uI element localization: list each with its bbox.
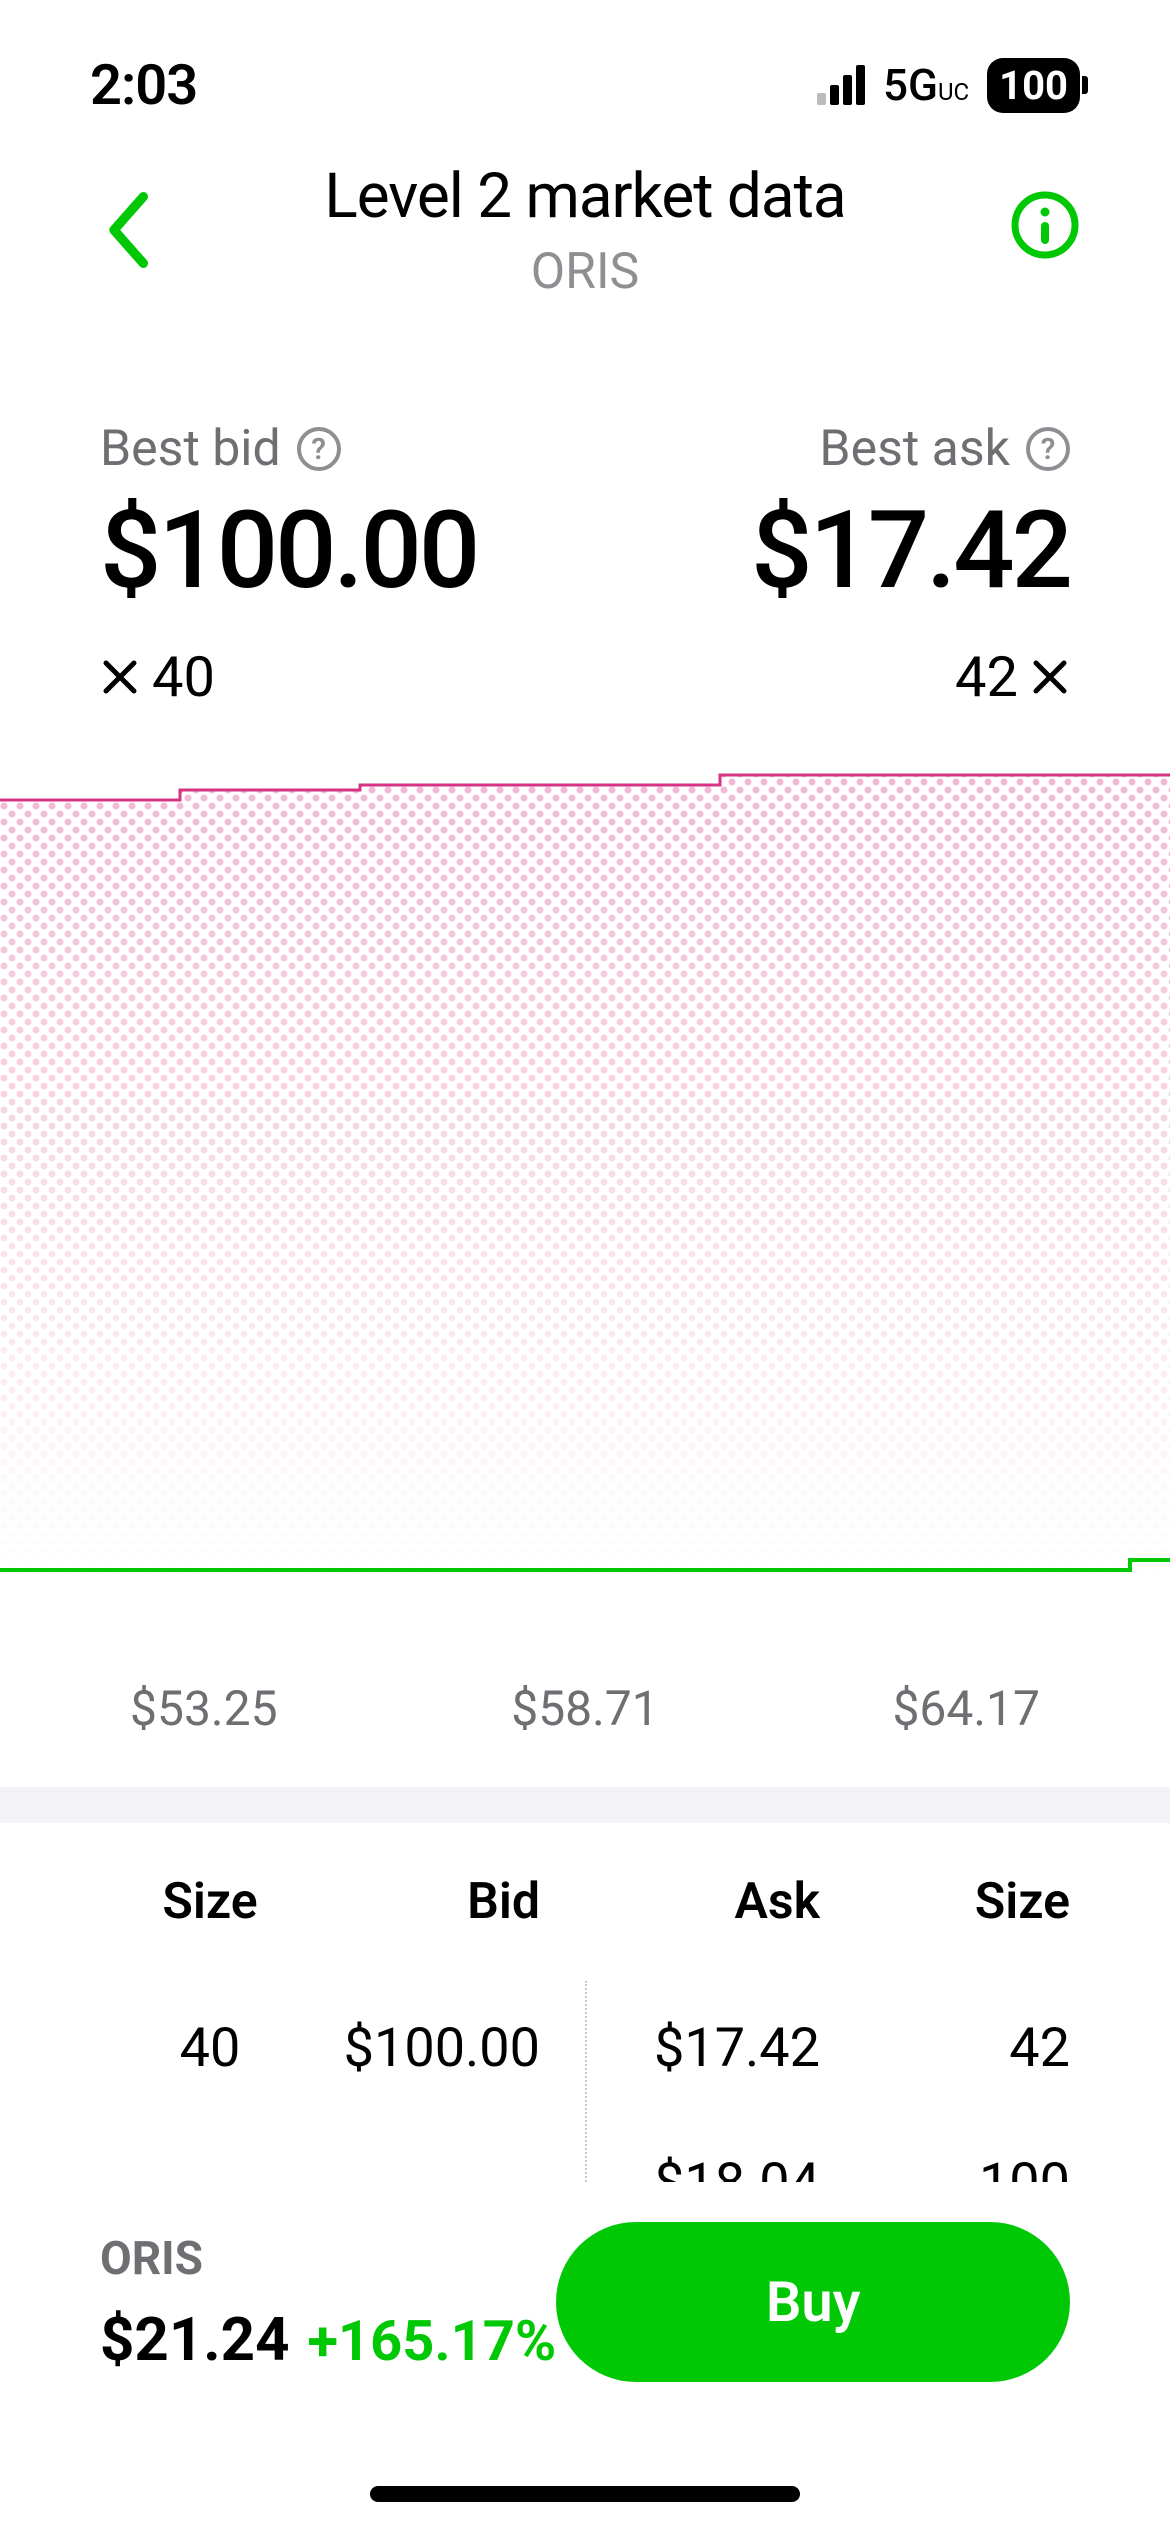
- home-indicator[interactable]: [370, 2486, 800, 2502]
- axis-tick: $53.25: [130, 1680, 278, 1737]
- bid-size: 40: [100, 2017, 320, 2080]
- quote-section: Best bid ? $100.00 40 Best ask ? $17.42 …: [0, 330, 1170, 710]
- best-bid-price: $100.00: [100, 488, 477, 614]
- best-bid-size: 40: [100, 644, 477, 710]
- orderbook-header: Size Bid Ask Size: [100, 1873, 1070, 1931]
- x-icon: [1030, 657, 1070, 697]
- best-ask-label: Best ask: [819, 420, 1010, 478]
- depth-chart-svg: [0, 770, 1170, 1580]
- best-ask-size: 42: [955, 644, 1070, 710]
- section-divider: [0, 1787, 1170, 1823]
- back-button[interactable]: [100, 190, 160, 274]
- help-icon[interactable]: ?: [297, 427, 341, 471]
- col-header: Size: [850, 1873, 1070, 1931]
- bid-price: $100.00: [320, 2017, 600, 2080]
- signal-icon: [817, 65, 865, 105]
- status-indicators: 5GUC 100: [817, 58, 1080, 113]
- footer-ticker: ORIS: [100, 2232, 556, 2286]
- nav-header: Level 2 market data ORIS: [0, 130, 1170, 330]
- ask-price: $17.42: [600, 2017, 850, 2080]
- battery-indicator: 100: [987, 58, 1080, 113]
- col-header: Bid: [320, 1873, 600, 1931]
- info-button[interactable]: [1010, 190, 1080, 264]
- footer-price: $21.24: [100, 2304, 290, 2375]
- depth-chart[interactable]: [0, 770, 1170, 1640]
- ticker-subtitle: ORIS: [0, 243, 1170, 301]
- best-bid-label: Best bid: [100, 420, 281, 478]
- footer-change: +165.17%: [308, 2308, 557, 2374]
- buy-button[interactable]: Buy: [556, 2222, 1070, 2382]
- col-header: Size: [100, 1873, 320, 1931]
- info-icon: [1010, 190, 1080, 260]
- chevron-left-icon: [100, 190, 160, 270]
- status-time: 2:03: [90, 52, 197, 118]
- status-bar: 2:03 5GUC 100: [0, 0, 1170, 130]
- x-icon: [100, 657, 140, 697]
- axis-tick: $64.17: [892, 1680, 1040, 1737]
- footer-bar: ORIS $21.24 +165.17% Buy: [0, 2182, 1170, 2532]
- col-header: Ask: [600, 1873, 850, 1931]
- network-type: 5GUC: [877, 59, 969, 111]
- ask-size: 42: [850, 2017, 1070, 2080]
- best-ask-price: $17.42: [751, 488, 1070, 614]
- axis-labels: $53.25 $58.71 $64.17: [0, 1640, 1170, 1737]
- best-ask-block: Best ask ? $17.42 42: [751, 420, 1070, 710]
- help-icon[interactable]: ?: [1026, 427, 1070, 471]
- page-title: Level 2 market data: [0, 160, 1170, 233]
- axis-tick: $58.71: [511, 1680, 659, 1737]
- best-bid-block: Best bid ? $100.00 40: [100, 420, 477, 710]
